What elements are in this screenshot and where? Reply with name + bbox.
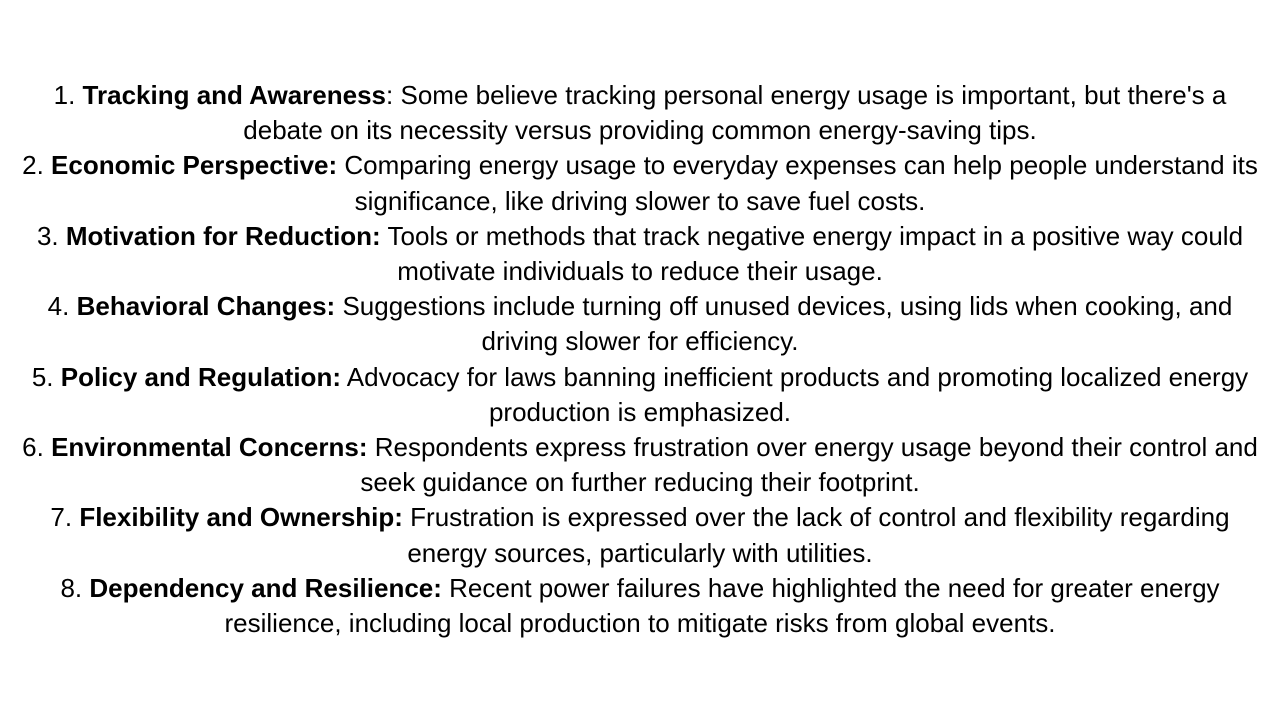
list-item-environmental-concerns: 6. Environmental Concerns: Respondents e… (20, 430, 1260, 500)
item-text: Advocacy for laws banning inefficient pr… (346, 361, 1249, 427)
list-item-tracking-and-awareness: 1. Tracking and Awareness: Some believe … (20, 78, 1260, 148)
item-heading: Motivation for Reduction: (65, 220, 381, 251)
item-number: 5. (31, 361, 54, 392)
item-heading: Behavioral Changes: (76, 291, 336, 322)
list-item-behavioral-changes: 4. Behavioral Changes: Suggestions inclu… (20, 289, 1260, 359)
item-text: Recent power failures have highlighted t… (224, 572, 1220, 639)
findings-list: 1. Tracking and Awareness: Some believe … (20, 78, 1260, 641)
item-number: 2. (22, 150, 44, 181)
item-text: Some believe tracking personal energy us… (243, 80, 1227, 146)
item-number: 3. (36, 220, 59, 251)
item-text: Respondents express frustration over ene… (360, 432, 1258, 498)
item-heading: Policy and Regulation: (60, 361, 341, 392)
item-heading: Environmental Concerns: (51, 432, 368, 463)
list-item-flexibility-and-ownership: 7. Flexibility and Ownership: Frustratio… (20, 500, 1260, 570)
item-heading: Flexibility and Ownership: (79, 502, 403, 533)
list-item-economic-perspective: 2. Economic Perspective: Comparing energ… (20, 148, 1260, 218)
item-heading: Dependency and Resilience: (89, 572, 442, 603)
item-separator: : (386, 80, 394, 110)
item-number: 8. (60, 572, 83, 603)
item-number: 1. (53, 80, 76, 110)
list-item-motivation-for-reduction: 3. Motivation for Reduction: Tools or me… (20, 219, 1260, 289)
item-number: 6. (22, 432, 44, 463)
item-heading: Economic Perspective: (51, 150, 338, 181)
item-number: 7. (50, 502, 73, 533)
item-text: Frustration is expressed over the lack o… (407, 502, 1230, 568)
item-number: 4. (47, 291, 70, 322)
list-item-policy-and-regulation: 5. Policy and Regulation: Advocacy for l… (20, 360, 1260, 430)
item-text: Comparing energy usage to everyday expen… (344, 150, 1258, 216)
list-item-dependency-and-resilience: 8. Dependency and Resilience: Recent pow… (20, 571, 1260, 641)
item-text: Tools or methods that track negative ene… (387, 220, 1244, 287)
item-heading: Tracking and Awareness (82, 80, 387, 110)
item-text: Suggestions include turning off unused d… (342, 291, 1233, 357)
